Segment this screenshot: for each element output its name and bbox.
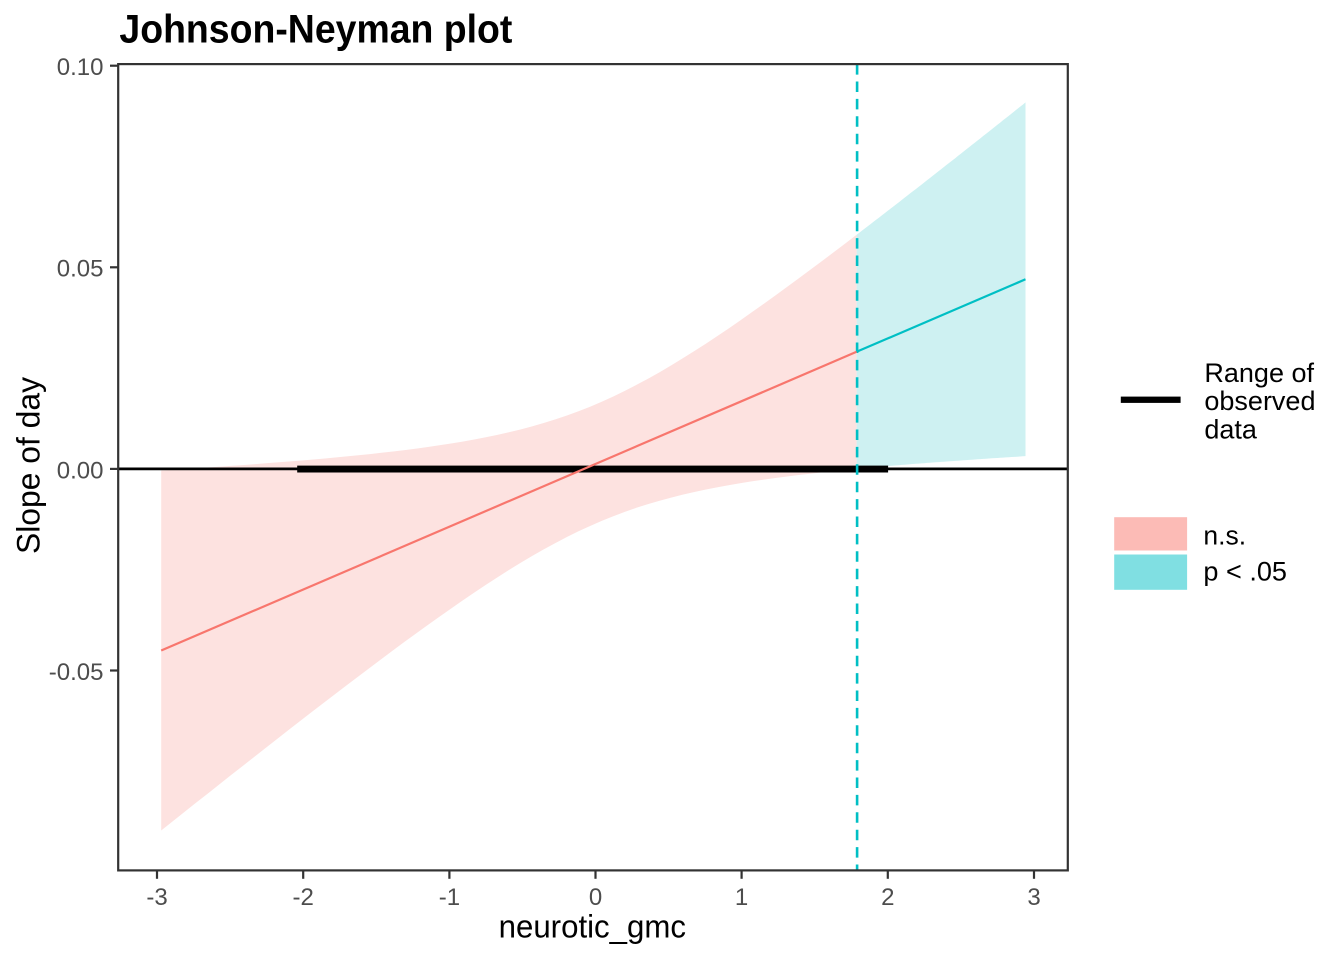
svg-text:0.10: 0.10 bbox=[57, 54, 104, 81]
svg-text:-1: -1 bbox=[439, 884, 460, 911]
svg-text:0: 0 bbox=[589, 884, 602, 911]
svg-text:3: 3 bbox=[1027, 884, 1040, 911]
svg-text:neurotic_gmc: neurotic_gmc bbox=[499, 909, 686, 945]
svg-text:-0.05: -0.05 bbox=[49, 659, 104, 686]
svg-text:Slope of day: Slope of day bbox=[11, 377, 47, 554]
svg-text:0.00: 0.00 bbox=[57, 457, 104, 484]
svg-text:p < .05: p < .05 bbox=[1203, 557, 1287, 587]
svg-text:2: 2 bbox=[881, 884, 894, 911]
svg-text:n.s.: n.s. bbox=[1203, 521, 1246, 551]
svg-text:-2: -2 bbox=[293, 884, 314, 911]
svg-text:-3: -3 bbox=[146, 884, 167, 911]
svg-text:1: 1 bbox=[735, 884, 748, 911]
svg-text:observed: observed bbox=[1204, 386, 1315, 416]
svg-text:data: data bbox=[1204, 415, 1258, 445]
svg-text:Range of: Range of bbox=[1204, 358, 1314, 388]
svg-text:Johnson-Neyman plot: Johnson-Neyman plot bbox=[119, 7, 512, 51]
svg-text:0.05: 0.05 bbox=[57, 256, 104, 283]
